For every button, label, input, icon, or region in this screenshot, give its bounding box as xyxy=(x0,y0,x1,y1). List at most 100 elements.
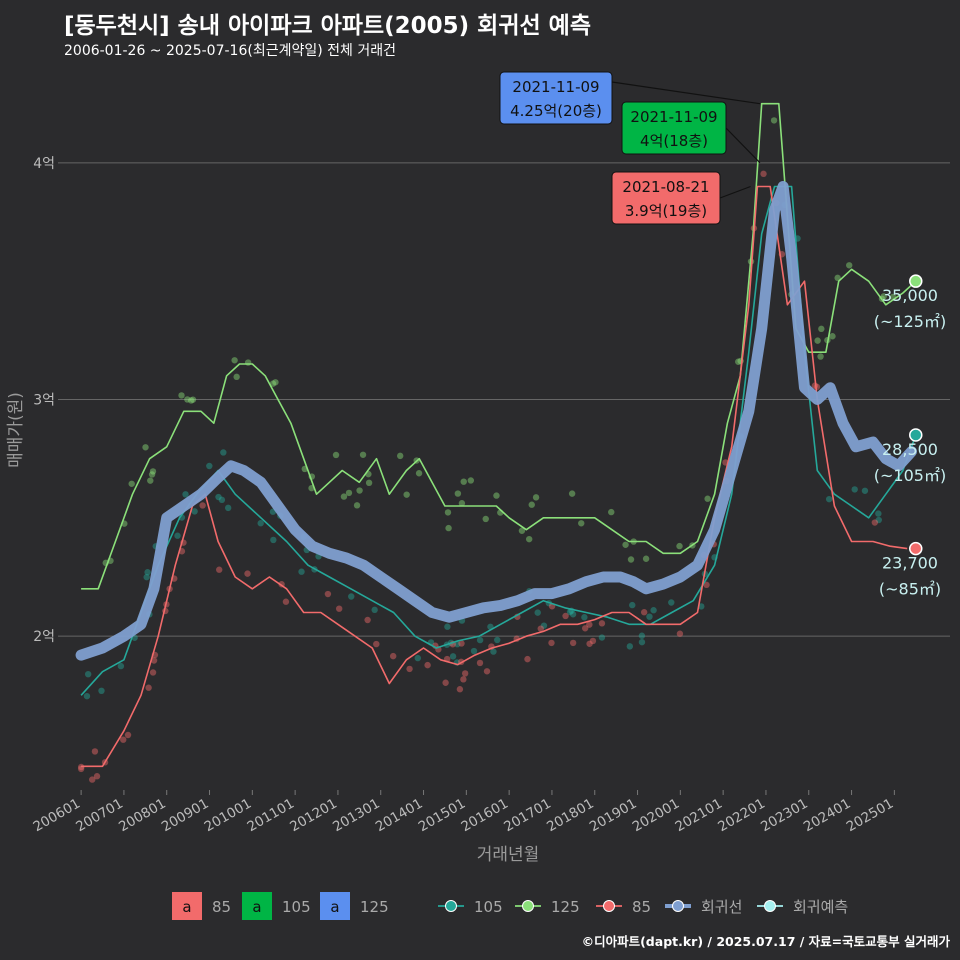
scatter-point-105 xyxy=(534,609,541,616)
legend-label-key xyxy=(242,892,272,920)
x-tick-label: 200901 xyxy=(159,796,212,836)
scatter-point-105 xyxy=(215,493,222,501)
annotation-box xyxy=(611,171,721,225)
scatter-point-125 xyxy=(578,520,585,527)
scatter-point-85 xyxy=(91,748,99,755)
scatter-point-125 xyxy=(189,396,197,403)
scatter-point-105 xyxy=(650,607,657,614)
scatter-point-105 xyxy=(569,611,577,618)
scatter-point-125 xyxy=(148,471,156,478)
x-tick-label: 201801 xyxy=(544,796,597,836)
x-tick-label: 202401 xyxy=(801,796,854,836)
scatter-point-105 xyxy=(83,692,91,700)
scatter-point-105 xyxy=(476,636,484,644)
x-tick-label: 202301 xyxy=(758,796,811,836)
legend-label-text: 125 xyxy=(360,898,389,916)
scatter-point-85 xyxy=(442,679,449,686)
legend-label-glyph: a xyxy=(182,898,191,916)
scatter-point-125 xyxy=(829,333,836,340)
scatter-point-105 xyxy=(174,532,181,539)
scatter-point-105 xyxy=(540,622,548,629)
scatter-point-105 xyxy=(598,634,606,641)
scatter-point-105 xyxy=(638,638,646,646)
annotation-leader xyxy=(719,185,751,199)
credit: ©디아파트(dapt.kr) / 2025.07.17 / 자료=국토교통부 실… xyxy=(581,934,950,949)
scatter-point-85 xyxy=(476,659,484,667)
scatter-point-105 xyxy=(348,593,355,600)
scatter-point-105 xyxy=(668,599,675,606)
scatter-point-105 xyxy=(566,608,574,616)
scatter-point-85 xyxy=(89,776,96,783)
scatter-point-125 xyxy=(359,451,367,458)
scatter-point-125 xyxy=(187,397,195,404)
scatter-point-105 xyxy=(84,670,92,678)
scatter-point-85 xyxy=(569,639,577,647)
scatter-point-85 xyxy=(483,668,491,675)
scatter-point-125 xyxy=(642,555,650,562)
legend-line-dot xyxy=(672,900,684,912)
legend-line-text: 105 xyxy=(474,898,503,916)
y-tick-label: 2억 xyxy=(33,629,55,645)
scatter-point-85 xyxy=(460,676,467,683)
x-tick-label: 201101 xyxy=(244,796,297,836)
scatter-point-85 xyxy=(282,598,290,605)
scatter-point-125 xyxy=(814,337,821,344)
scatter-point-125 xyxy=(128,480,135,487)
y-tick-label: 4억 xyxy=(33,156,55,172)
scatter-point-105 xyxy=(144,569,151,576)
scatter-point-105 xyxy=(218,496,226,504)
end-value-label: 35,000 xyxy=(882,286,938,305)
end-value-label: 23,700 xyxy=(882,554,938,573)
scatter-point-85 xyxy=(124,731,132,739)
legend: a 85 a 105 a 125 105 125 85 회귀선 회귀예측 xyxy=(172,892,848,920)
scatter-point-125 xyxy=(454,490,462,497)
scatter-point-125 xyxy=(460,478,467,485)
scatter-point-125 xyxy=(518,527,526,534)
scatter-point-85 xyxy=(324,590,332,598)
scatter-point-85 xyxy=(145,684,152,691)
scatter-point-85 xyxy=(364,616,371,624)
scatter-point-85 xyxy=(458,640,465,647)
x-tick-label: 201201 xyxy=(287,796,340,836)
legend-line-dot xyxy=(764,900,776,912)
scatter-point-105 xyxy=(143,573,150,581)
scatter-point-105 xyxy=(629,601,636,609)
end-area-label: (~105㎡) xyxy=(874,466,946,485)
x-axis-label: 거래년월 xyxy=(477,845,540,865)
y-tick-labels: 2억 3억 4억 xyxy=(33,156,55,645)
x-tick-label: 201501 xyxy=(416,796,469,836)
end-points: 35,000 (~125㎡) 28,500 (~105㎡) 23,700 (~85㎡) xyxy=(874,274,946,599)
scatter-point-105 xyxy=(182,491,189,498)
scatter-point-85 xyxy=(524,655,531,663)
scatter-point-85 xyxy=(461,670,469,677)
x-tick-label: 201301 xyxy=(330,796,383,836)
scatter-point-85 xyxy=(150,657,158,664)
scatter-point-125 xyxy=(770,117,778,124)
legend-label-text: 85 xyxy=(212,898,231,916)
scatter-point-125 xyxy=(525,535,533,543)
end-point-125 xyxy=(909,274,923,288)
end-point-105 xyxy=(909,428,923,442)
scatter-point-105 xyxy=(298,568,305,575)
legend-label-key xyxy=(320,892,350,920)
scatter-point-85 xyxy=(676,630,684,637)
scatter-point-105 xyxy=(490,648,497,655)
scatter-point-105 xyxy=(270,536,277,544)
scatter-point-125 xyxy=(340,493,348,500)
scatter-point-125 xyxy=(817,353,824,360)
scatter-point-125 xyxy=(184,396,191,403)
x-tick-label: 200701 xyxy=(73,796,126,836)
annotation-date: 2021-08-21 xyxy=(622,178,709,196)
scatter-point-125 xyxy=(396,452,404,460)
scatter-point-105 xyxy=(875,510,882,517)
y-tick-label: 3억 xyxy=(33,393,55,409)
scatter-point-85 xyxy=(424,661,431,669)
scatter-point-85 xyxy=(406,665,413,673)
scatter-point-105 xyxy=(257,520,264,527)
scatter-point-125 xyxy=(528,501,535,508)
scatter-point-125 xyxy=(608,508,615,516)
scatter-point-105 xyxy=(581,614,588,621)
scatter-point-125 xyxy=(345,489,353,497)
end-value-label: 28,500 xyxy=(882,440,938,459)
